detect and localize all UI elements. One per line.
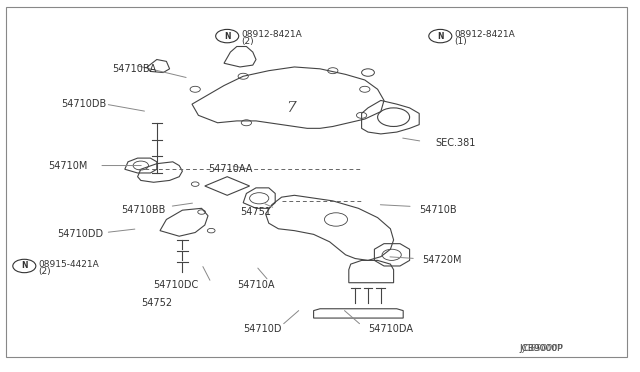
Text: JCB9000P: JCB9000P — [520, 344, 563, 353]
Text: 08912-8421A: 08912-8421A — [241, 30, 302, 39]
Text: 54710BB: 54710BB — [122, 205, 166, 215]
Text: 54710DA: 54710DA — [368, 324, 413, 334]
Text: (1): (1) — [454, 37, 467, 46]
Text: 54710A: 54710A — [237, 280, 275, 289]
Text: 08912-8421A: 08912-8421A — [454, 30, 515, 39]
Text: 08915-4421A: 08915-4421A — [38, 260, 99, 269]
Text: 54710AA: 54710AA — [208, 164, 252, 174]
Text: (2): (2) — [38, 267, 51, 276]
Text: 54710DC: 54710DC — [154, 280, 198, 289]
Text: 54710BA: 54710BA — [112, 64, 156, 74]
Text: N: N — [21, 262, 28, 270]
Text: 7: 7 — [286, 101, 296, 115]
Text: JCB9000P: JCB9000P — [523, 344, 563, 353]
Text: 54751: 54751 — [240, 207, 271, 217]
Text: 54710M: 54710M — [48, 161, 88, 170]
Text: 54710B: 54710B — [419, 205, 457, 215]
Text: 54710DD: 54710DD — [58, 230, 104, 239]
Text: 54710D: 54710D — [243, 324, 282, 334]
Text: 54752: 54752 — [141, 298, 172, 308]
Text: N: N — [224, 32, 230, 41]
Text: SEC.381: SEC.381 — [435, 138, 476, 148]
Text: (2): (2) — [241, 37, 254, 46]
Text: N: N — [437, 32, 444, 41]
Text: 54710DB: 54710DB — [61, 99, 106, 109]
Text: 54720M: 54720M — [422, 256, 462, 265]
